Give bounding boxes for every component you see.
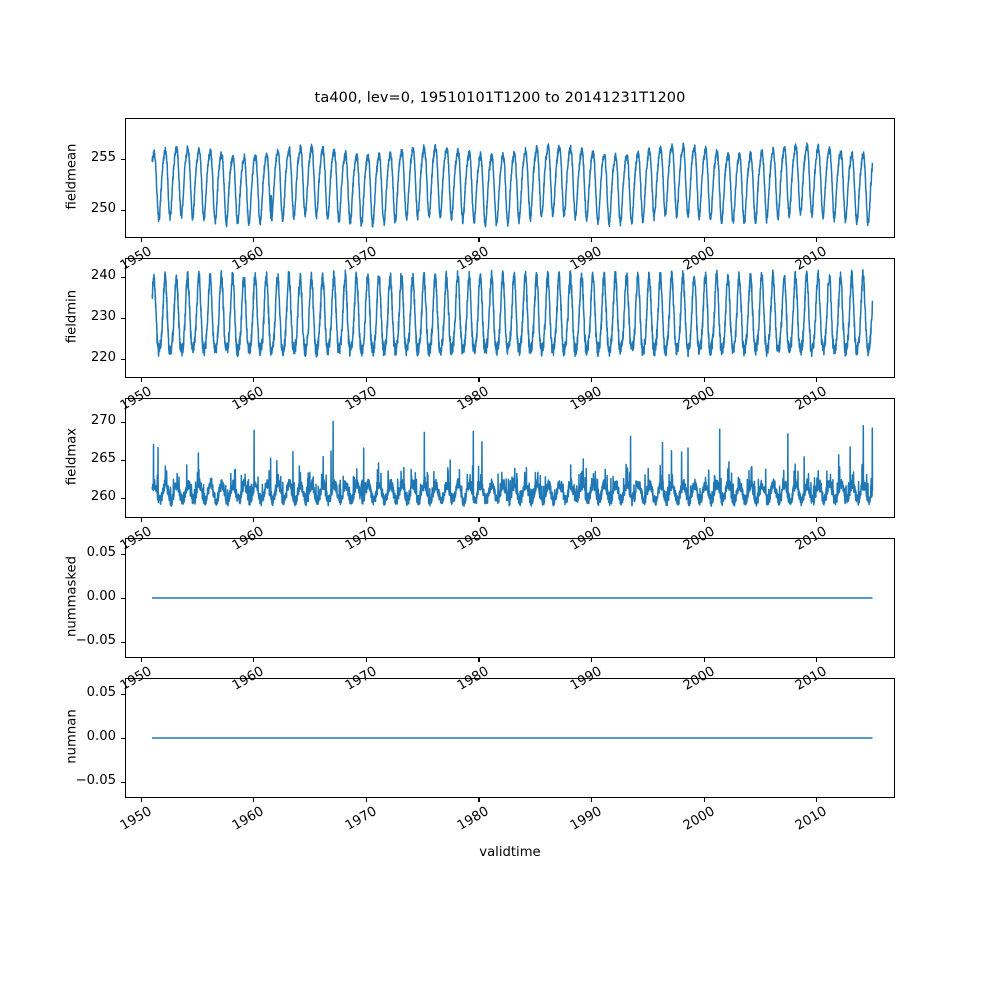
x-tick-mark [703,518,705,522]
x-tick-mark [253,378,255,382]
x-tick-mark [591,518,593,522]
y-tick-mark [121,209,125,211]
y-tick-mark [121,276,125,278]
y-tick-label: 240 [90,267,116,283]
subplot-fieldmin [125,258,895,378]
x-tick-mark [365,238,367,242]
x-tick-mark [478,798,480,802]
x-tick-mark [253,518,255,522]
x-tick-mark [816,238,818,242]
x-tick-label: 1950 [117,804,155,834]
x-tick-mark [591,378,593,382]
y-tick-mark [121,553,125,555]
x-tick-mark [703,238,705,242]
x-tick-label: 1990 [567,804,605,834]
x-tick-label: 2000 [680,804,718,834]
y-tick-label: 265 [90,450,116,466]
x-tick-mark [253,798,255,802]
x-tick-mark [253,238,255,242]
y-tick-mark [121,642,125,644]
y-tick-mark [121,158,125,160]
y-tick-mark [121,782,125,784]
x-axis-label: validtime [479,845,541,860]
plot-area-fieldmin [126,259,894,377]
y-tick-label: 0.05 [86,684,116,700]
plot-area-fieldmax [126,399,894,517]
x-tick-label: 1960 [230,804,267,834]
x-tick-mark [703,658,705,662]
x-tick-mark [253,658,255,662]
x-tick-mark [816,798,818,802]
x-tick-mark [140,798,142,802]
x-tick-mark [816,378,818,382]
data-line-fieldmax [152,421,872,506]
data-line-fieldmean [152,143,872,227]
x-tick-mark [478,518,480,522]
y-tick-mark [121,598,125,600]
y-tick-mark [121,738,125,740]
x-tick-mark [816,658,818,662]
x-tick-mark [365,518,367,522]
x-tick-mark [478,238,480,242]
plot-area-nummasked [126,539,894,657]
subplot-fieldmean [125,118,895,238]
x-tick-mark [140,238,142,242]
y-axis-label-fieldmean: fieldmean [64,143,80,210]
x-tick-mark [365,378,367,382]
subplot-nummasked [125,538,895,658]
x-tick-mark [703,378,705,382]
y-tick-label: 260 [90,488,116,504]
y-tick-label: 0.00 [86,729,116,744]
y-tick-label: −0.05 [75,633,116,649]
figure-title: ta400, lev=0, 19510101T1200 to 20141231T… [314,90,686,106]
subplot-fieldmax [125,398,895,518]
x-tick-mark [591,658,593,662]
x-tick-mark [140,658,142,662]
y-tick-mark [121,359,125,361]
x-tick-mark [478,378,480,382]
y-tick-label: 250 [90,200,116,216]
x-tick-label: 1980 [455,804,492,834]
y-tick-mark [121,459,125,461]
y-tick-mark [121,693,125,695]
x-tick-label: 1970 [342,804,380,834]
plot-area-numnan [126,679,894,797]
x-tick-mark [365,798,367,802]
y-tick-label: 255 [90,149,116,165]
y-tick-label: −0.05 [75,773,116,789]
x-tick-mark [140,518,142,522]
x-tick-mark [365,658,367,662]
y-tick-mark [121,497,125,499]
x-tick-mark [591,798,593,802]
plot-area-fieldmean [126,119,894,237]
y-tick-mark [121,318,125,320]
x-tick-mark [140,378,142,382]
x-tick-mark [591,238,593,242]
x-tick-mark [816,518,818,522]
y-tick-label: 0.05 [86,544,116,560]
x-tick-mark [703,798,705,802]
y-tick-label: 230 [90,309,116,324]
data-line-fieldmin [152,270,872,357]
x-tick-mark [478,658,480,662]
x-tick-label: 2010 [793,804,830,834]
y-tick-label: 220 [90,350,116,366]
y-tick-label: 0.00 [86,589,116,604]
y-tick-label: 270 [90,413,116,429]
subplot-numnan [125,678,895,798]
y-tick-mark [121,422,125,424]
